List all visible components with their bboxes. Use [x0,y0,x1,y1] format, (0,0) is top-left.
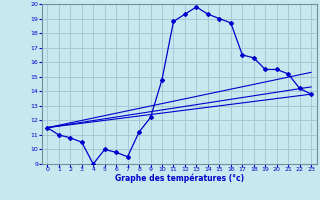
X-axis label: Graphe des températures (°c): Graphe des températures (°c) [115,174,244,183]
